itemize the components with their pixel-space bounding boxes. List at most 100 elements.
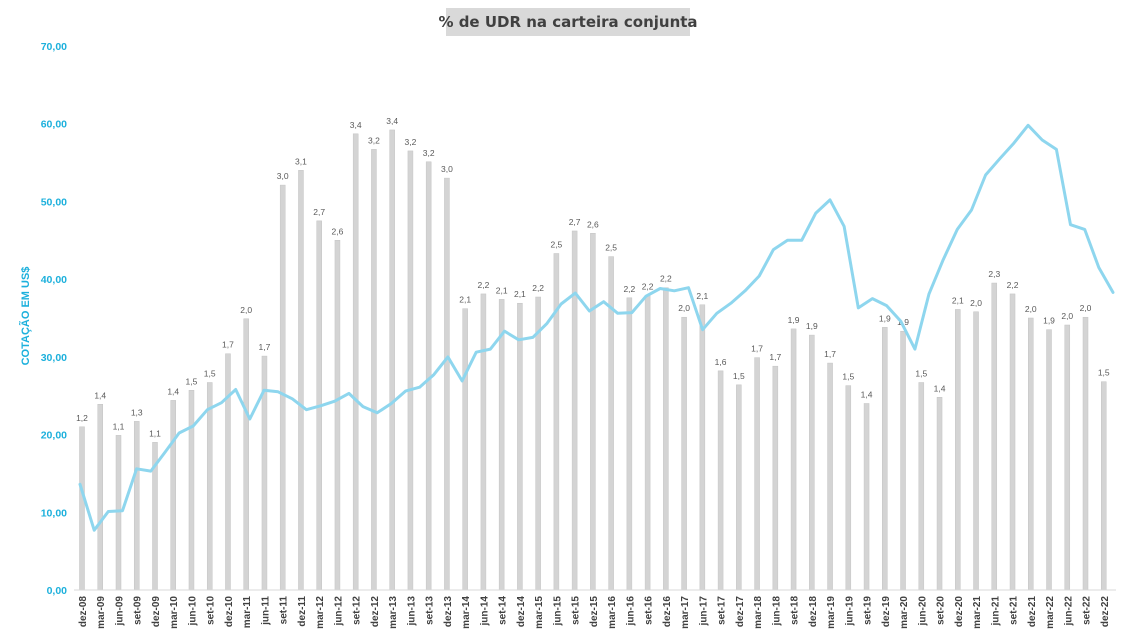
x-tick-label: jun-17 [698,596,709,627]
x-tick-label: set-10 [206,596,217,625]
y-tick-label: 50,00 [41,196,67,208]
chart-title: % de UDR na carteira conjunta [438,13,698,31]
x-tick-label: jun-14 [479,596,490,627]
bar-data-label: 1,7 [222,340,234,350]
x-tick-label: jun-13 [406,596,417,627]
x-tick-label: mar-12 [315,596,326,629]
x-tick-label: mar-09 [96,596,107,629]
bar-data-label: 1,7 [824,349,836,359]
bar [553,253,560,591]
bar [389,129,395,591]
bar-data-label: 2,2 [642,281,654,291]
bar-data-label: 2,1 [696,291,708,301]
bar-data-label: 3,0 [277,171,289,181]
bar-data-label: 2,3 [988,269,1000,279]
bar [243,318,249,591]
x-tick-label: dez-21 [1027,596,1038,628]
bar [97,404,103,591]
bar [681,316,687,591]
x-tick-label: mar-21 [972,596,983,629]
bar [517,302,523,591]
bar [480,293,487,591]
bar [918,382,925,591]
bar [407,150,414,591]
bar-data-label: 2,7 [569,217,581,227]
bar [936,397,943,591]
bar [444,177,450,591]
x-tick-label: set-17 [717,596,728,625]
x-tick-label: jun-16 [625,596,636,627]
bar-data-label: 2,1 [459,295,471,305]
x-tick-label: set-11 [279,596,290,625]
y-tick-label: 70,00 [41,41,67,53]
bar-data-label: 3,4 [386,116,398,126]
x-tick-label: jun-11 [260,596,271,626]
bar [827,362,833,591]
x-tick-label: mar-14 [461,596,472,629]
bar-data-label: 3,2 [423,148,435,158]
line-path [78,123,1115,532]
x-tick-label: dez-08 [78,596,89,628]
bar [352,133,359,591]
bar [535,296,541,591]
bar [1028,317,1034,591]
bar-data-label: 3,1 [295,156,307,166]
bar [809,334,815,591]
y-axis-ticks: 0,00 10,00 20,00 30,00 40,00 50,00 60,00 70,00 [41,41,67,597]
bar-data-label: 2,6 [332,226,344,236]
bar-data-label: 2,0 [678,303,690,313]
bar-data-label: 2,7 [313,207,325,217]
x-tick-label: mar-16 [607,596,618,629]
x-tick-label: jun-22 [1063,596,1074,627]
bar [1082,316,1089,591]
x-tick-label: dez-12 [370,596,381,628]
bar-data-label: 2,6 [587,219,599,229]
bar [991,282,998,591]
bar-data-label: 2,1 [514,289,526,299]
x-tick-label: mar-18 [753,596,764,629]
x-axis-ticks: dez-08 mar-09 jun-09 set-09 dez-09 mar-10 jun-… [78,596,1111,629]
bar-data-label: 1,4 [861,389,873,399]
bar [644,295,651,591]
y-tick-label: 30,00 [41,352,67,364]
bar-data-label: 1,6 [715,357,727,367]
bar [1101,381,1107,591]
x-tick-label: set-22 [1082,596,1093,625]
bar-data-label: 3,2 [405,137,417,147]
bar [590,233,596,591]
bar [462,308,468,591]
x-tick-label: dez-17 [735,596,746,628]
x-tick-label: dez-10 [224,596,235,628]
bar [1009,293,1016,591]
bar-data-label: 1,2 [76,413,88,423]
bar [170,400,176,591]
x-tick-label: mar-20 [899,596,910,629]
bar [882,327,888,591]
bar-series [79,129,1107,591]
bar-data-label: 1,5 [186,376,198,386]
bar-data-label: 1,9 [788,315,800,325]
bar-data-label: 3,2 [368,135,380,145]
bar-data-label: 1,5 [842,372,854,382]
x-tick-label: jun-09 [114,596,125,627]
bar-data-label: 1,5 [915,369,927,379]
x-tick-label: set-14 [498,596,509,625]
bar [790,328,797,591]
bar-data-label: 1,7 [259,342,271,352]
y-tick-label: 20,00 [41,430,67,442]
bar-data-label: 1,1 [149,428,161,438]
bar-data-label: 2,0 [240,305,252,315]
bar-data-label: 1,9 [806,321,818,331]
bar [772,365,779,591]
bar [133,421,140,591]
x-tick-label: jun-19 [844,596,855,627]
bar [371,149,377,591]
x-tick-label: mar-10 [169,596,180,629]
x-tick-label: dez-19 [881,596,892,628]
x-tick-label: dez-14 [516,596,527,628]
y-tick-label: 40,00 [41,274,67,286]
bar [188,390,195,591]
y-axis-label: COTAÇÃO EM US$ [20,266,32,366]
bar [298,170,304,591]
